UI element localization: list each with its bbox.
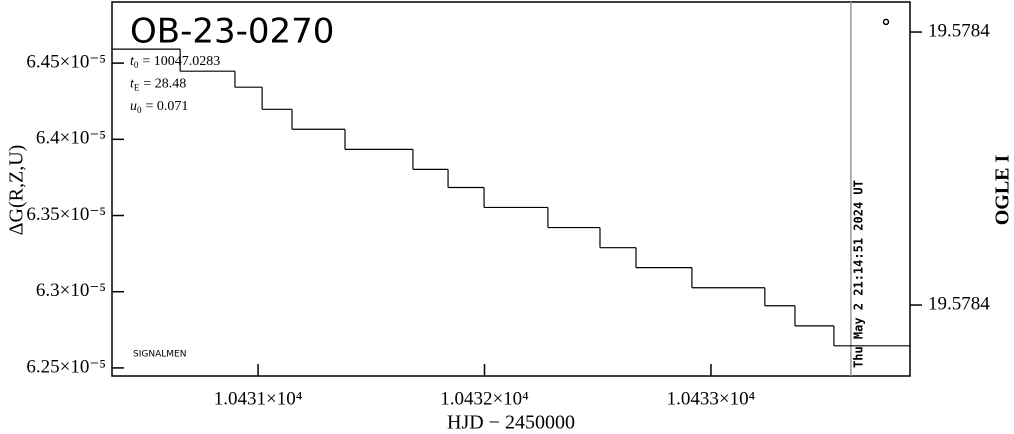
x-tick-label: 1.0431×10⁴	[214, 388, 303, 409]
parameter-text: = 10047.0283	[142, 54, 220, 69]
parameter-subscript: E	[134, 83, 140, 93]
x-axis-label: HJD − 2450000	[447, 412, 575, 434]
parameter-subscript: 0	[134, 60, 139, 70]
x-tick-label: 1.0433×10⁴	[667, 388, 756, 409]
parameter-symbol: u	[130, 99, 137, 114]
y2-tick-label: 19.5784	[928, 20, 990, 41]
parameter-subscript: 0	[137, 105, 142, 115]
parameter: t0 = 10047.0283	[130, 54, 220, 70]
x-tick-label: 1.0432×10⁴	[440, 388, 529, 409]
parameter-symbol: t	[130, 77, 135, 92]
y-tick-label: 6.3×10⁻⁵	[36, 280, 106, 301]
parameter-symbol: t	[130, 54, 135, 69]
y2-tick-label: 19.5784	[928, 293, 990, 314]
y-tick-label: 6.35×10⁻⁵	[26, 204, 106, 225]
annotation-text: Thu May 2 21:14:51 2024 UT	[851, 180, 865, 368]
y2-axis-label: OGLE I	[992, 154, 1014, 225]
watermark: SIGNALMEN	[133, 350, 186, 360]
parameter: tE = 28.48	[130, 77, 186, 93]
ogle-point	[882, 18, 890, 26]
y-tick-label: 6.4×10⁻⁵	[36, 128, 106, 149]
parameter: u0 = 0.071	[130, 99, 188, 115]
parameter-text: = 0.071	[146, 99, 189, 114]
y-tick-label: 6.25×10⁻⁵	[26, 356, 106, 377]
y-tick-label: 6.45×10⁻⁵	[26, 51, 106, 72]
chart-title: OB-23-0270	[130, 12, 334, 52]
plot-frame	[111, 1, 911, 377]
y-axis-label: ΔG(R,Z,U)	[6, 145, 28, 236]
parameter-text: = 28.48	[143, 77, 186, 92]
